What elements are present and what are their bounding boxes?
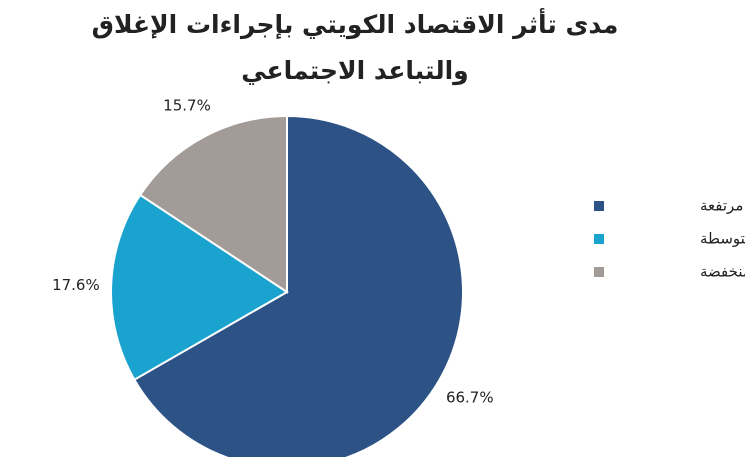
chart-title: مدى تأثر الاقتصاد الكويتي بإجراءات الإغل…	[91, 10, 619, 85]
pie-slice	[138, 114, 288, 294]
legend-swatch	[594, 234, 604, 244]
legend-label: منخفضة	[700, 263, 745, 281]
legend-swatch	[594, 201, 604, 211]
data-label: 15.7%	[163, 96, 211, 114]
legend-swatch	[594, 267, 604, 277]
pie-slice	[110, 193, 289, 382]
legend-label: متوسطة	[700, 230, 745, 248]
data-label: 66.7%	[446, 388, 494, 406]
pie-slice	[133, 114, 464, 457]
data-label: 17.6%	[52, 276, 100, 294]
legend-label: مرتفعة	[700, 197, 743, 215]
